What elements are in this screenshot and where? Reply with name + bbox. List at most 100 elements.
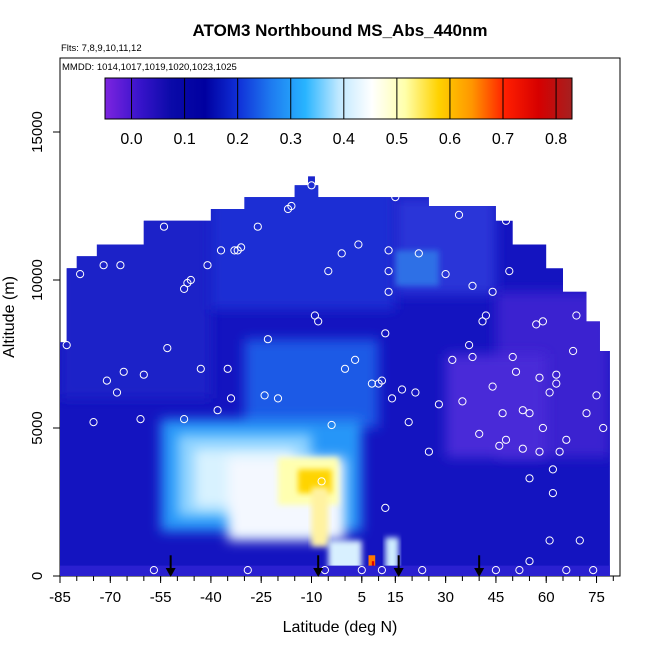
- y-tick-label: 0: [29, 572, 46, 580]
- sample-point: [595, 305, 605, 314]
- sample-point: [488, 382, 497, 391]
- sample-point: [230, 246, 239, 255]
- sample-point: [243, 566, 252, 575]
- x-tick-label: -85: [49, 589, 71, 606]
- sample-point: [99, 261, 108, 270]
- sample-point: [458, 397, 467, 406]
- sample-point: [599, 423, 608, 433]
- x-tick-label: -40: [200, 589, 222, 606]
- sample-point: [532, 320, 541, 329]
- sample-point: [575, 536, 584, 545]
- colorbar-tick-label: 0.3: [280, 131, 302, 148]
- sample-point: [501, 216, 511, 225]
- sample-point: [253, 222, 262, 231]
- sample-point: [391, 193, 400, 202]
- sample-point: [592, 391, 601, 400]
- sample-point: [501, 435, 511, 444]
- sample-point: [237, 243, 246, 252]
- sample-point: [478, 317, 487, 326]
- x-tick-label: -70: [99, 589, 121, 606]
- colorbar-tick-label: 0.7: [492, 131, 514, 148]
- y-axis: 0 5000 10000 15000: [29, 111, 60, 580]
- sample-point: [518, 406, 527, 415]
- arrow-head: [165, 568, 176, 577]
- x-tick-label: 60: [538, 589, 555, 606]
- sample-point: [357, 566, 366, 575]
- colorbar-tick-label: 0.0: [120, 131, 142, 148]
- sample-point: [384, 287, 393, 296]
- sample-point: [498, 409, 507, 418]
- colorbar-tick-label: 0.6: [439, 131, 461, 148]
- sample-point: [538, 423, 548, 433]
- sample-point: [468, 281, 477, 290]
- sample-point: [545, 388, 554, 397]
- sample-point: [475, 429, 484, 438]
- sample-point: [377, 566, 386, 575]
- sample-point: [569, 346, 578, 356]
- y-axis-label: Altitude (m): [1, 276, 18, 358]
- sample-point: [441, 270, 450, 279]
- x-tick-label: 75: [588, 589, 605, 606]
- sample-point: [307, 181, 316, 190]
- sample-point: [525, 409, 534, 418]
- arrow-head: [313, 568, 324, 577]
- sample-point: [163, 344, 172, 353]
- field-region: [60, 206, 211, 399]
- colorbar-tick-label: 0.5: [386, 131, 408, 148]
- sample-point: [62, 341, 71, 350]
- sample-point: [448, 355, 457, 364]
- sample-point: [159, 222, 169, 231]
- sample-point: [317, 477, 326, 486]
- sample-point: [495, 441, 504, 450]
- sample-point: [465, 341, 474, 350]
- sample-point: [216, 246, 226, 255]
- sample-point: [424, 447, 433, 456]
- flights-label: Flts: 7,8,9,10,11,12: [61, 43, 142, 54]
- sample-point: [518, 444, 527, 453]
- x-axis: -85 -70 -55 -40 -25 -10 5 15 30 45 60 75: [49, 576, 614, 606]
- sample-point: [589, 566, 598, 575]
- sample-point: [180, 415, 189, 424]
- sample-point: [454, 210, 464, 219]
- chart-title: ATOM3 Northbound MS_Abs_440nm: [192, 21, 487, 40]
- sample-point: [418, 566, 427, 575]
- sample-point: [260, 391, 269, 400]
- sample-point: [263, 335, 272, 344]
- sample-point: [287, 201, 296, 211]
- sample-point: [481, 311, 490, 320]
- field-region: [210, 176, 396, 310]
- sample-point: [488, 287, 497, 296]
- sample-point: [337, 249, 346, 258]
- sample-point: [186, 275, 195, 285]
- sample-point: [149, 566, 158, 575]
- sample-point: [552, 379, 561, 388]
- field-region: [311, 487, 329, 547]
- x-axis-label: Latitude (deg N): [283, 619, 398, 636]
- arrow-head: [393, 568, 404, 577]
- sample-point: [515, 566, 524, 575]
- sample-point: [552, 370, 561, 379]
- x-tick-label: -10: [301, 589, 323, 606]
- sample-point: [538, 317, 548, 326]
- sample-point: [381, 503, 390, 512]
- colorbar-tick-label: 0.1: [173, 131, 195, 148]
- sample-point: [136, 415, 145, 424]
- heatmap-field: [60, 176, 610, 576]
- x-tick-label: 45: [488, 589, 505, 606]
- x-tick-label: -55: [150, 589, 172, 606]
- y-tick-label: 5000: [29, 411, 46, 444]
- sample-point: [535, 447, 544, 456]
- sample-point: [377, 376, 386, 385]
- sample-point: [562, 566, 571, 575]
- sample-point: [381, 329, 390, 338]
- sample-point: [273, 394, 283, 403]
- sample-point: [548, 465, 558, 474]
- x-tick-label: 15: [387, 589, 404, 606]
- colorbar-ticks: 0.0 0.1 0.2 0.3 0.4 0.5 0.6 0.7 0.8: [120, 78, 567, 148]
- sample-point: [411, 388, 420, 397]
- sample-point: [354, 240, 363, 249]
- x-tick-label: 5: [358, 589, 366, 606]
- sample-point: [387, 394, 397, 403]
- sample-point: [404, 418, 413, 427]
